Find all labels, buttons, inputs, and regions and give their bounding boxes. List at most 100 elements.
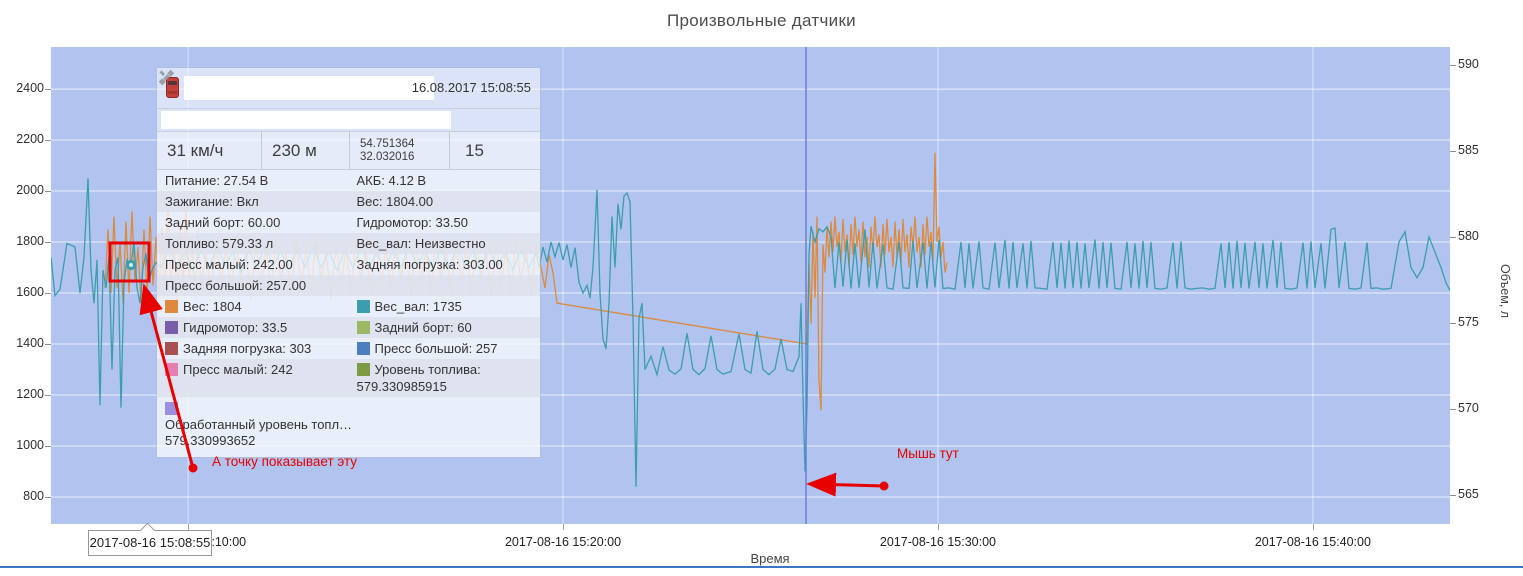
bottom-divider bbox=[0, 566, 1523, 568]
x-tick-mark bbox=[563, 524, 565, 530]
legend-row: Гидромотор: 33.5 Задний борт: 60 bbox=[157, 317, 540, 338]
param-left: Задний борт: 60.00 bbox=[165, 215, 281, 230]
annotation-mouse-label: Мышь тут bbox=[897, 446, 959, 461]
legend-color-chip bbox=[165, 402, 178, 415]
satellite-icon bbox=[158, 69, 175, 86]
param-row: Задний борт: 60.00 Гидромотор: 33.50 bbox=[157, 212, 540, 233]
y-left-tick-mark bbox=[45, 394, 51, 396]
legend-value: 579.330993652 bbox=[165, 433, 256, 448]
param-left: Топливо: 579.33 л bbox=[165, 236, 274, 251]
param-right: Задняя погрузка: 303.00 bbox=[356, 257, 503, 272]
y-left-tick-mark bbox=[45, 344, 51, 345]
legend-item: Пресс малый: 242 bbox=[157, 359, 349, 397]
tooltip-legend: Вес: 1804 Вес_вал: 1735 Гидромотор: 33.5 За… bbox=[157, 296, 540, 457]
page-title: Произвольные датчики bbox=[667, 11, 856, 30]
tooltip-address-row bbox=[157, 108, 540, 131]
satellites-cell: 15 bbox=[158, 69, 540, 169]
speed-value: 31 км/ч bbox=[167, 140, 224, 160]
satellites-count: 15 bbox=[465, 140, 484, 160]
y-right-tick-mark bbox=[1450, 65, 1456, 67]
y-left-tick-mark bbox=[45, 445, 51, 447]
x-tick-mark bbox=[1312, 524, 1314, 530]
distance-value: 230 м bbox=[272, 140, 317, 160]
longitude: 32.032016 bbox=[360, 150, 415, 163]
x-tick-label: 2017-08-16 15:30:00 bbox=[879, 535, 996, 549]
annotation-point-label: А точку показывает эту bbox=[212, 454, 358, 469]
y-left-tick-mark bbox=[45, 496, 51, 498]
x-tick-mark bbox=[937, 524, 939, 530]
y-left-tick-label: 1400 bbox=[16, 336, 44, 350]
param-left: Пресс большой: 257.00 bbox=[165, 278, 307, 293]
speed-cell: 31 км/ч bbox=[157, 132, 262, 169]
axis-date-callout: 2017-08-16 15:08:55 bbox=[88, 522, 212, 556]
param-right: Гидромотор: 33.50 bbox=[356, 215, 469, 230]
legend-item: Задняя погрузка: 303 bbox=[157, 338, 349, 359]
legend-color-chip bbox=[165, 300, 178, 313]
y-left-tick-label: 1000 bbox=[16, 437, 44, 452]
x-tick-mark bbox=[188, 524, 190, 530]
callout-date: 2017-08-16 15:08:55 bbox=[89, 535, 211, 550]
legend-row: Задняя погрузка: 303 Пресс большой: 257 bbox=[157, 338, 540, 359]
legend-item: Гидромотор: 33.5 bbox=[157, 317, 349, 338]
plot-area[interactable]: 16.08.2017 15:08:55 31 км/ч 230 м 54.751… bbox=[51, 47, 1450, 524]
y-right-tick-mark bbox=[1450, 323, 1456, 325]
x-tick-label: 2017-08-16 15:20:00 bbox=[504, 535, 622, 549]
y-left-tick-label: 1600 bbox=[16, 285, 44, 300]
param-row: Пресс малый: 242.00 Задняя погрузка: 303.… bbox=[157, 254, 540, 275]
legend-color-chip bbox=[356, 342, 370, 355]
y-left-tick-label: 2000 bbox=[16, 183, 44, 198]
legend-item-processed-fuel: Обработанный уровень топл… 579.330993652 bbox=[157, 397, 540, 457]
legend-row: Вес: 1804 Вес_вал: 1735 bbox=[157, 296, 540, 317]
tooltip-params-table: Питание: 27.54 В АКБ: 4.12 В Зажигание: Вк… bbox=[157, 170, 540, 296]
y-right-tick-mark bbox=[1450, 495, 1456, 497]
right-axis-title: Объем, л bbox=[1498, 264, 1512, 319]
param-right: Вес_вал: Неизвестно bbox=[356, 236, 486, 251]
coordinates-value: 54.751364 32.032016 bbox=[360, 138, 414, 164]
y-left-tick-label: 1200 bbox=[16, 386, 44, 401]
param-row: Зажигание: Вкл Вес: 1804.00 bbox=[157, 191, 540, 212]
legend-label: Обработанный уровень топл… bbox=[165, 417, 353, 432]
y-left-tick-mark bbox=[45, 191, 51, 193]
y-right-tick-label: 585 bbox=[1458, 143, 1479, 158]
y-left-tick-mark bbox=[45, 242, 51, 244]
legend-item: Уровень топлива: 579.330985915 bbox=[356, 362, 481, 394]
data-tooltip: 16.08.2017 15:08:55 31 км/ч 230 м 54.751… bbox=[157, 68, 540, 457]
legend-color-chip bbox=[356, 321, 370, 334]
legend-color-chip bbox=[165, 342, 178, 355]
distance-cell: 230 м bbox=[262, 132, 350, 169]
x-axis-title: Время bbox=[750, 551, 790, 566]
legend-color-chip bbox=[165, 363, 178, 376]
legend-color-chip bbox=[165, 321, 178, 334]
legend-item: Задний борт: 60 bbox=[349, 317, 541, 338]
y-left-tick-label: 2400 bbox=[16, 81, 44, 96]
y-left-tick-label: 1800 bbox=[16, 234, 44, 249]
highlighted-point-core bbox=[129, 262, 133, 267]
coordinates-cell: 54.751364 32.032016 bbox=[350, 132, 450, 169]
param-row: Топливо: 579.33 л Вес_вал: Неизвестно bbox=[157, 233, 540, 254]
y-right-tick-label: 580 bbox=[1458, 229, 1479, 244]
param-left: Пресс малый: 242.00 bbox=[165, 257, 293, 272]
y-right-tick-mark bbox=[1450, 237, 1456, 239]
param-row: Пресс большой: 257.00 bbox=[157, 275, 540, 296]
legend-item: Вес: 1804 bbox=[157, 296, 349, 317]
latitude: 54.751364 bbox=[360, 137, 415, 150]
tooltip-stats-row: 31 км/ч 230 м 54.751364 32.032016 bbox=[157, 69, 540, 170]
y-right-tick-label: 565 bbox=[1458, 487, 1479, 502]
tooltip-datetime: 16.08.2017 15:08:55 bbox=[411, 80, 531, 95]
y-right-tick-label: 570 bbox=[1458, 401, 1479, 416]
param-left: Зажигание: Вкл bbox=[165, 194, 259, 209]
y-left-tick-mark bbox=[45, 140, 51, 142]
legend-item: Вес_вал: 1735 bbox=[349, 296, 541, 317]
legend-color-chip bbox=[356, 300, 370, 313]
y-right-tick-mark bbox=[1450, 409, 1456, 411]
y-right-tick-label: 590 bbox=[1458, 57, 1479, 72]
legend-row: Пресс малый: 242 Уровень топлива: 579.330… bbox=[157, 359, 540, 397]
y-left-tick-mark bbox=[45, 89, 51, 91]
x-tick-label: 2017-08-16 15:40:00 bbox=[1254, 535, 1371, 549]
y-left-tick-label: 2200 bbox=[16, 132, 44, 147]
legend-color-chip bbox=[356, 363, 370, 376]
param-left: Питание: 27.54 В bbox=[165, 173, 269, 188]
legend-item: Пресс большой: 257 bbox=[349, 338, 541, 359]
vehicle-car-icon bbox=[166, 77, 179, 98]
y-left-tick-mark bbox=[45, 293, 51, 295]
